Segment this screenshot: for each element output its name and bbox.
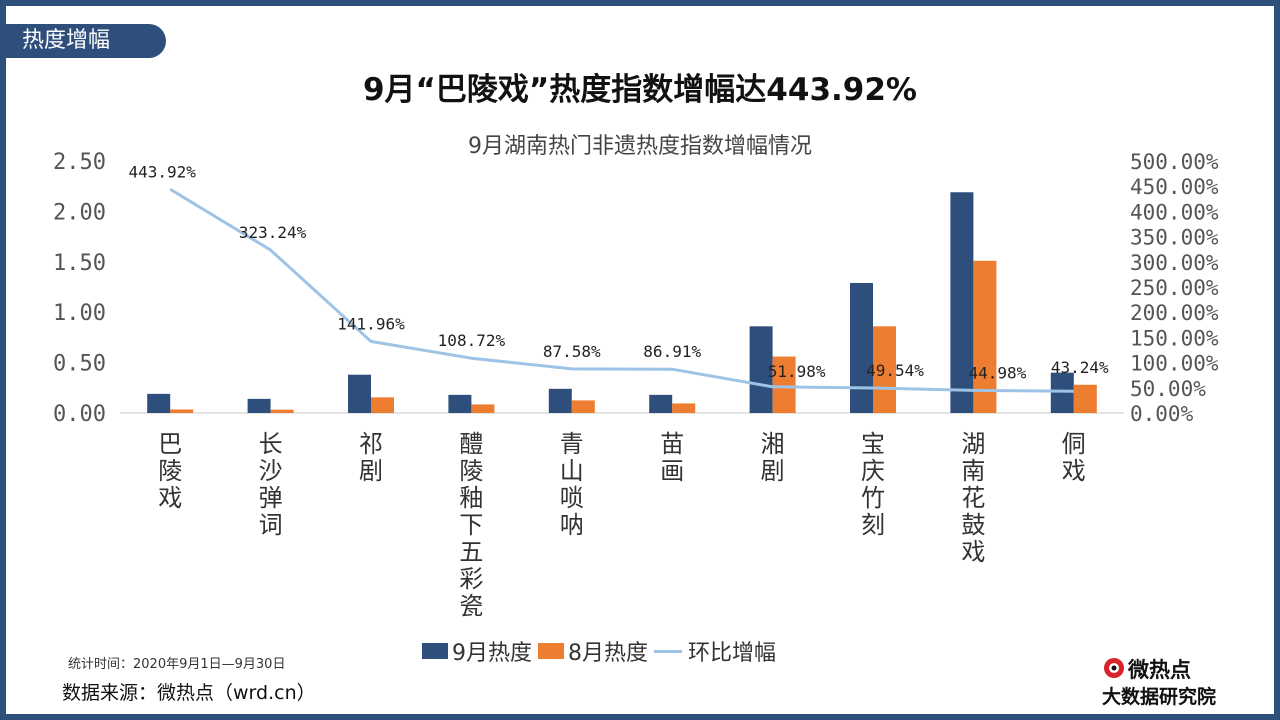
legend-label-aug: 8月热度 — [568, 641, 648, 666]
bar-sep — [147, 393, 171, 413]
category-tick-label: 醴陵釉下五彩瓷 — [459, 430, 483, 620]
right-axis-tick-label: 400.00% — [1130, 200, 1219, 224]
bar-aug — [170, 409, 194, 413]
growth-data-label: 443.92% — [128, 162, 196, 181]
growth-data-label: 49.54% — [866, 361, 924, 380]
growth-data-label: 43.24% — [1051, 358, 1109, 377]
legend-swatch-growth — [654, 649, 682, 653]
bar-sep — [850, 282, 873, 413]
bar-sep — [348, 374, 371, 413]
legend-item-sep: 9月热度 — [422, 635, 532, 667]
growth-data-label: 141.96% — [337, 314, 405, 333]
category-tick-label: 侗戏 — [1062, 430, 1086, 485]
bar-aug — [270, 409, 294, 413]
data-source: 数据来源：微热点（wrd.cn） — [62, 682, 316, 704]
right-axis-tick-label: 500.00% — [1130, 150, 1219, 174]
category-tick-label: 青山唢呐 — [560, 430, 584, 539]
bar-sep — [749, 326, 773, 413]
bar-aug — [471, 404, 495, 413]
right-axis-tick-label: 350.00% — [1130, 226, 1219, 250]
growth-data-label: 323.24% — [239, 223, 307, 242]
category-tick-label: 湘剧 — [761, 430, 785, 485]
bar-aug — [873, 326, 896, 413]
bar-aug — [1073, 384, 1097, 413]
right-axis-tick-label: 0.00% — [1130, 402, 1194, 426]
growth-data-label: 87.58% — [543, 342, 601, 361]
right-axis-tick-label: 50.00% — [1130, 377, 1206, 401]
bar-sep — [448, 394, 472, 413]
right-axis-tick-label: 250.00% — [1130, 276, 1219, 300]
chart-legend: 9月热度 8月热度 环比增幅 — [422, 636, 782, 666]
growth-data-label: 44.98% — [969, 363, 1027, 382]
bar-sep — [1050, 372, 1074, 413]
growth-data-label: 108.72% — [438, 331, 506, 350]
legend-label-growth: 环比增幅 — [688, 641, 777, 666]
brand-name: 微热点 — [1128, 658, 1191, 682]
legend-swatch-aug — [538, 643, 564, 659]
bar-sep — [548, 388, 572, 413]
bar-sep — [649, 394, 673, 413]
bar-sep — [247, 398, 271, 413]
section-badge: 热度增幅 — [6, 24, 166, 58]
bar-aug — [973, 260, 997, 413]
category-tick-label: 祁剧 — [359, 430, 383, 485]
left-axis-tick-label: 0.50 — [53, 352, 106, 377]
bar-aug — [571, 400, 595, 413]
legend-item-growth: 环比增幅 — [654, 635, 776, 667]
category-tick-label: 宝庆竹刻 — [861, 430, 885, 539]
slide: 热度增幅 9月“巴陵戏”热度指数增幅达443.92% 9月湖南热门非遗热度指数增… — [6, 6, 1274, 714]
growth-data-label: 51.98% — [768, 362, 826, 381]
left-axis-tick-label: 2.00 — [53, 200, 106, 225]
bar-sep — [950, 192, 974, 413]
left-axis-tick-label: 0.00 — [53, 402, 106, 427]
growth-data-label: 86.91% — [643, 342, 701, 361]
stat-period-note: 统计时间：2020年9月1日—9月30日 — [68, 657, 286, 672]
legend-label-sep: 9月热度 — [452, 641, 532, 666]
eye-logo-icon — [1104, 658, 1124, 678]
left-axis-tick-label: 1.00 — [53, 301, 106, 326]
right-axis-tick-label: 450.00% — [1130, 175, 1219, 199]
left-axis-tick-label: 1.50 — [53, 251, 106, 276]
bar-aug — [772, 356, 796, 413]
legend-item-aug: 8月热度 — [538, 635, 648, 667]
growth-line — [169, 187, 1074, 393]
legend-swatch-sep — [422, 643, 448, 659]
category-tick-label: 湖南花鼓戏 — [961, 430, 985, 566]
chart-subtitle: 9月湖南热门非遗热度指数增幅情况 — [468, 134, 812, 159]
brand-logo: 微热点 大数据研究院 — [1102, 654, 1262, 708]
category-tick-label: 苗画 — [660, 430, 684, 485]
right-axis-tick-label: 100.00% — [1130, 352, 1219, 376]
right-axis-tick-label: 200.00% — [1130, 301, 1219, 325]
bar-aug — [371, 397, 394, 413]
combo-chart: 0.00 0.50 1.00 1.50 2.00 2.50 0.00%50.00%100.0… — [53, 150, 1219, 620]
right-axis-tick-label: 300.00% — [1130, 251, 1219, 275]
bar-aug — [672, 403, 696, 413]
brand-institute: 大数据研究院 — [1102, 686, 1217, 708]
right-axis-tick-label: 150.00% — [1130, 326, 1219, 350]
page-title: 9月“巴陵戏”热度指数增幅达443.92% — [362, 72, 917, 108]
category-tick-label: 巴陵戏 — [158, 430, 182, 512]
left-axis-tick-label: 2.50 — [53, 150, 106, 175]
category-tick-label: 长沙弹词 — [259, 430, 283, 539]
